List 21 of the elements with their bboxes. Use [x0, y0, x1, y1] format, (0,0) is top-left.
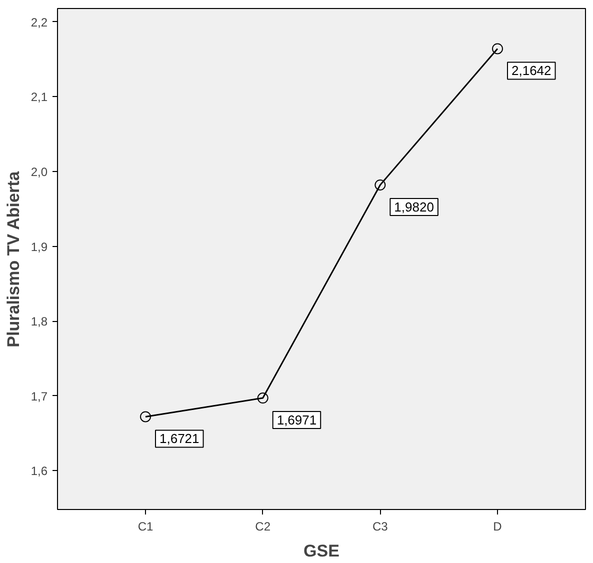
x-tick-label: D — [493, 520, 502, 534]
point — [140, 411, 151, 422]
data-label: 1,6971 — [276, 412, 317, 428]
y-tick-label: 1,8 — [30, 314, 48, 329]
data-label: 1,6721 — [160, 431, 200, 446]
y-axis-title: Pluralismo TV Abierta — [4, 170, 23, 348]
x-tick-label: C2 — [255, 520, 271, 534]
point — [374, 179, 386, 190]
x-axis-title: GSE — [304, 542, 340, 560]
x-tick-label: C3 — [372, 520, 388, 534]
y-tick-label: 1,7 — [30, 389, 48, 404]
x-tick-label: C1 — [138, 520, 154, 534]
data-label: 1,9820 — [394, 199, 434, 214]
y-tick-label: 2,1 — [30, 90, 48, 104]
point — [492, 43, 503, 54]
y-tick-label: 1,9 — [30, 240, 48, 254]
data-label: 2,1642 — [512, 63, 552, 78]
y-tick-label: 2,2 — [30, 15, 48, 30]
y-tick-label: 1,6 — [30, 464, 48, 478]
point — [257, 392, 268, 404]
y-tick-label: 2,0 — [30, 165, 48, 180]
